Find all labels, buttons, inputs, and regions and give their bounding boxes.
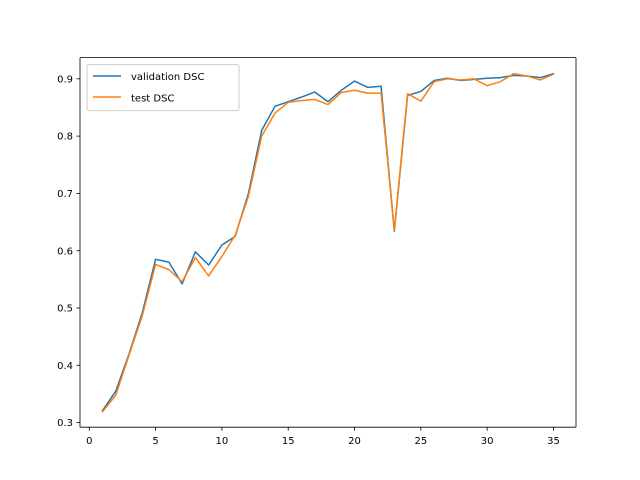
y-tick-label: 0.3 (57, 418, 73, 429)
series-line-test-dsc (101, 72, 555, 413)
y-tick-label: 0.7 (57, 189, 73, 200)
x-tick-label: 30 (481, 436, 494, 447)
x-tick-label: 25 (414, 436, 427, 447)
y-tick-label: 0.5 (57, 304, 73, 315)
y-axis-ticks: 0.3 0.4 0.5 0.6 0.7 0.8 0.9 (57, 74, 80, 429)
y-tick-label: 0.4 (57, 361, 73, 372)
x-tick-label: 0 (86, 436, 92, 447)
y-tick-label: 0.9 (57, 74, 73, 85)
x-tick-label: 15 (282, 436, 295, 447)
legend-label-validation: validation DSC (131, 72, 204, 83)
legend: validation DSC test DSC (86, 64, 240, 112)
x-axis-ticks: 0 5 10 15 20 25 30 35 (86, 427, 560, 447)
axes-frame (79, 57, 577, 428)
x-tick-label: 5 (152, 436, 158, 447)
plot-area (80, 57, 576, 428)
legend-box (86, 64, 240, 112)
series-layer (101, 72, 555, 413)
x-tick-label: 10 (216, 436, 229, 447)
x-tick-label: 35 (547, 436, 560, 447)
y-tick-label: 0.8 (57, 132, 73, 143)
legend-label-test: test DSC (131, 94, 174, 105)
x-tick-label: 20 (348, 436, 361, 447)
y-tick-label: 0.6 (57, 246, 73, 257)
